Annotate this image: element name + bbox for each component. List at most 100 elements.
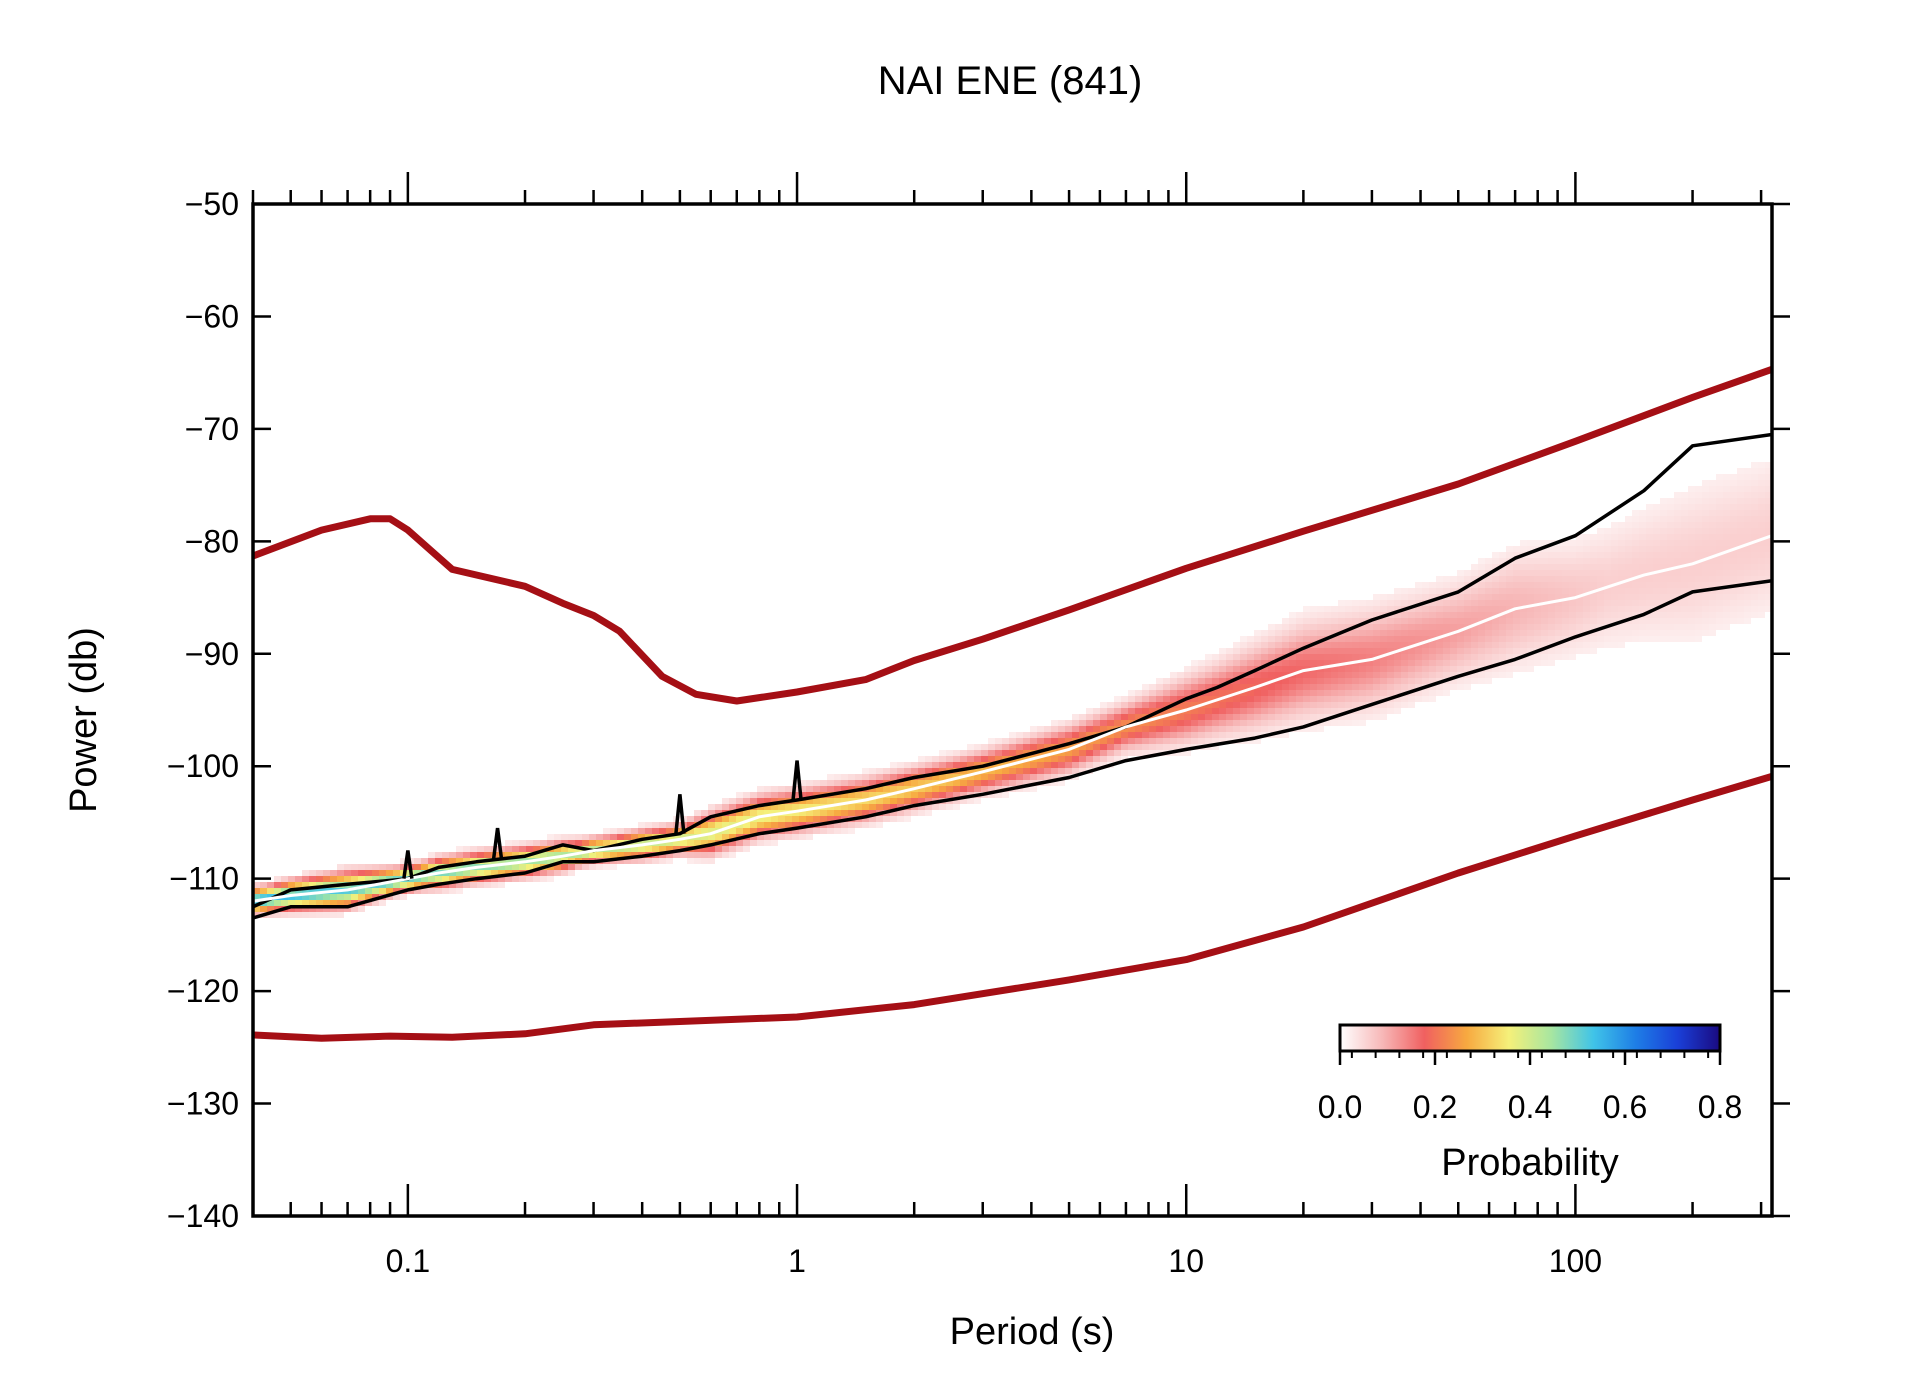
density-cell: [778, 822, 785, 828]
density-cell: [1478, 600, 1485, 606]
density-cell: [771, 834, 778, 840]
density-cell: [1324, 666, 1331, 672]
density-cell: [1702, 558, 1709, 564]
density-cell: [1520, 648, 1527, 654]
density-cell: [1324, 690, 1331, 696]
density-cell: [533, 840, 540, 846]
density-cell: [1513, 648, 1520, 654]
density-cell: [1583, 636, 1590, 642]
density-cell: [253, 894, 260, 900]
density-cell: [897, 798, 904, 804]
density-cell: [918, 792, 925, 798]
density-cell: [1660, 636, 1667, 642]
density-cell: [1723, 546, 1730, 552]
density-cell: [379, 882, 386, 888]
density-cell: [323, 906, 330, 912]
density-cell: [1492, 618, 1499, 624]
density-cell: [1387, 690, 1394, 696]
density-cell: [1709, 492, 1716, 498]
density-cell: [267, 906, 274, 912]
percentile-10-line: [253, 578, 1772, 920]
density-cell: [1184, 720, 1191, 726]
density-cell: [1541, 606, 1548, 612]
density-cell: [750, 840, 757, 846]
density-cell: [1408, 684, 1415, 690]
density-cell: [1667, 624, 1674, 630]
density-cell: [1688, 570, 1695, 576]
density-cell: [813, 792, 820, 798]
density-cell: [708, 810, 715, 816]
density-cell: [1751, 462, 1758, 468]
density-cell: [1471, 660, 1478, 666]
density-cell: [1331, 672, 1338, 678]
density-cell: [1086, 732, 1093, 738]
density-cell: [1296, 702, 1303, 708]
density-cell: [596, 834, 603, 840]
density-cell: [1625, 528, 1632, 534]
density-cell: [1121, 744, 1128, 750]
density-cell: [1408, 666, 1415, 672]
density-cell: [1534, 594, 1541, 600]
density-cell: [1520, 606, 1527, 612]
density-cell: [1191, 732, 1198, 738]
density-cell: [1163, 696, 1170, 702]
density-cell: [1716, 576, 1723, 582]
density-cell: [1492, 666, 1499, 672]
density-cell: [1639, 558, 1646, 564]
density-cell: [1499, 558, 1506, 564]
density-cell: [967, 780, 974, 786]
density-cell: [1527, 624, 1534, 630]
density-cell: [1653, 564, 1660, 570]
density-cell: [470, 852, 477, 858]
density-cell: [1506, 636, 1513, 642]
density-cell: [547, 840, 554, 846]
density-cell: [1492, 606, 1499, 612]
density-cell: [1380, 690, 1387, 696]
density-cell: [1737, 528, 1744, 534]
density-cell: [764, 834, 771, 840]
density-cell: [974, 774, 981, 780]
density-cell: [1555, 630, 1562, 636]
density-cell: [1702, 624, 1709, 630]
density-cell: [1548, 558, 1555, 564]
density-cell: [1520, 624, 1527, 630]
density-cell: [449, 876, 456, 882]
density-cell: [1345, 702, 1352, 708]
density-cell: [1303, 612, 1310, 618]
density-cell: [1723, 540, 1730, 546]
density-cell: [1002, 780, 1009, 786]
density-cell: [1597, 636, 1604, 642]
density-cell: [736, 840, 743, 846]
density-cell: [1485, 654, 1492, 660]
density-cell: [792, 828, 799, 834]
density-cell: [1744, 480, 1751, 486]
density-cell: [1681, 528, 1688, 534]
density-cell: [1513, 618, 1520, 624]
density-cell: [771, 816, 778, 822]
percentile-spike: [791, 760, 803, 801]
density-cell: [1450, 612, 1457, 618]
density-cell: [1093, 756, 1100, 762]
density-cell: [1380, 636, 1387, 642]
density-cell: [1695, 600, 1702, 606]
density-cell: [715, 810, 722, 816]
density-cell: [1233, 678, 1240, 684]
density-cell: [1590, 576, 1597, 582]
density-cell: [1051, 762, 1058, 768]
density-cell: [1443, 624, 1450, 630]
density-cell: [1023, 774, 1030, 780]
density-cell: [1422, 594, 1429, 600]
density-cell: [1051, 756, 1058, 762]
density-cell: [1618, 570, 1625, 576]
density-cell: [1527, 660, 1534, 666]
density-cell: [1485, 564, 1492, 570]
density-cell: [1709, 606, 1716, 612]
density-cell: [1457, 606, 1464, 612]
density-cell: [1415, 666, 1422, 672]
density-cell: [1520, 618, 1527, 624]
density-cell: [1065, 732, 1072, 738]
density-cell: [904, 762, 911, 768]
density-cell: [1184, 666, 1191, 672]
density-cell: [1359, 612, 1366, 618]
density-cell: [1464, 600, 1471, 606]
